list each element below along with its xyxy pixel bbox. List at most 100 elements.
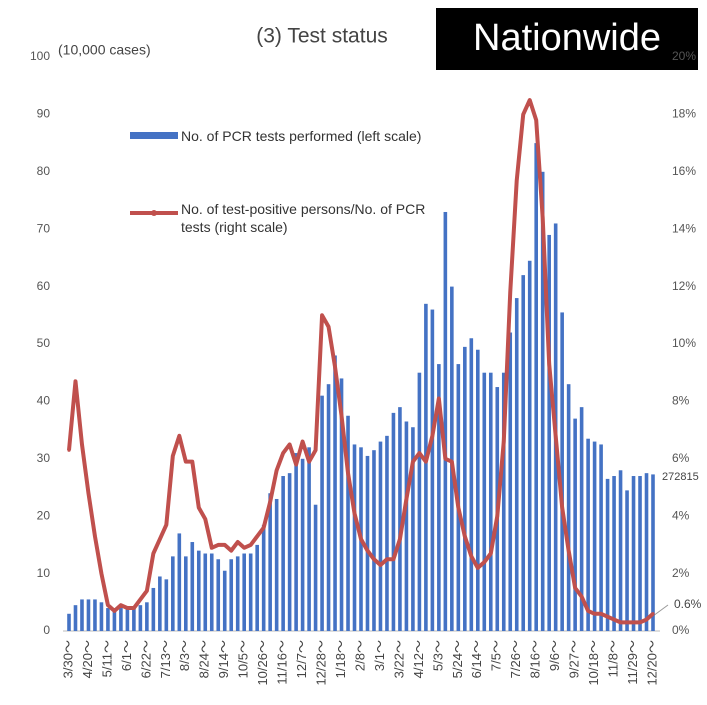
y2-tick-label: 8% — [672, 394, 690, 408]
line-marker — [164, 523, 168, 527]
bar — [450, 286, 454, 631]
x-tick-label: 4/12～ — [411, 640, 426, 678]
annotation: 272815 — [662, 471, 699, 483]
x-tick-label: 5/3～ — [430, 640, 445, 671]
line-marker — [560, 505, 564, 510]
line-marker — [541, 216, 545, 220]
bar — [281, 476, 285, 631]
bar — [268, 493, 272, 631]
legend-marker — [151, 210, 157, 216]
bar — [184, 556, 188, 631]
y2-tick-label: 10% — [672, 336, 696, 350]
bar — [73, 605, 78, 631]
x-tick-label: 1/18～ — [333, 640, 348, 678]
line-marker — [145, 589, 149, 593]
bar — [482, 372, 487, 631]
line-marker — [528, 98, 532, 102]
legend-label: No. of PCR tests performed (left scale) — [181, 128, 422, 144]
y2-tick-label: 6% — [672, 451, 690, 465]
line-marker — [151, 551, 155, 556]
bar — [164, 579, 169, 631]
chart-title: (3) Test status — [256, 25, 388, 48]
bar — [651, 474, 655, 631]
bar — [132, 608, 136, 631]
x-tick-label: 11/29～ — [625, 640, 640, 685]
bar — [365, 455, 370, 631]
bar — [398, 407, 402, 631]
line-marker — [424, 460, 428, 464]
line-marker — [125, 606, 129, 610]
line-marker — [73, 379, 78, 383]
line-marker — [580, 594, 584, 599]
bar — [346, 415, 350, 631]
bar — [514, 298, 519, 631]
bar — [138, 605, 143, 631]
bar — [547, 234, 551, 631]
bar — [248, 553, 253, 631]
bar — [261, 524, 266, 631]
bar — [599, 444, 603, 631]
bar — [488, 372, 493, 631]
line-marker — [391, 557, 396, 561]
bar — [527, 260, 532, 631]
line-marker — [229, 549, 233, 553]
line-marker — [599, 612, 603, 616]
bar — [203, 553, 208, 631]
bar — [644, 473, 649, 631]
y-tick-label: 90 — [37, 107, 51, 121]
bar — [209, 553, 214, 631]
line-marker — [216, 543, 220, 547]
bar — [508, 332, 513, 631]
line-marker — [158, 537, 162, 541]
x-tick-label: 7/26～ — [508, 640, 523, 678]
line-marker — [132, 606, 136, 610]
line-marker — [450, 460, 454, 464]
bar — [411, 427, 415, 631]
line-marker — [515, 178, 519, 183]
bar — [417, 372, 422, 631]
bar — [540, 171, 545, 632]
line-marker — [631, 620, 636, 624]
bar — [125, 608, 130, 631]
line-marker — [346, 471, 350, 475]
bar — [385, 435, 389, 631]
bar — [80, 599, 84, 631]
line-marker — [612, 617, 616, 622]
line-marker — [547, 362, 551, 366]
bar — [274, 498, 279, 631]
bar — [638, 476, 642, 631]
annotation: 0.6% — [674, 597, 702, 611]
bar — [592, 441, 597, 631]
bar — [573, 418, 577, 631]
y-tick-label: 0 — [43, 623, 50, 637]
y2-tick-label: 4% — [672, 508, 690, 522]
line-marker — [112, 609, 117, 613]
bar — [469, 338, 474, 631]
line-marker — [138, 597, 142, 602]
bar — [424, 303, 428, 631]
x-tick-label: 8/24～ — [197, 640, 212, 678]
bar — [378, 441, 383, 631]
bar — [145, 602, 149, 631]
bar — [216, 559, 221, 631]
bar — [158, 576, 162, 631]
bar — [372, 450, 376, 631]
bar — [307, 447, 311, 631]
x-tick-label: 10/5～ — [236, 640, 251, 678]
x-tick-label: 10/18～ — [586, 640, 601, 686]
x-tick-label: 5/11～ — [99, 640, 114, 677]
bar — [391, 412, 396, 631]
bar — [521, 275, 526, 631]
x-tick-label: 11/16～ — [275, 640, 290, 685]
line-marker — [249, 543, 253, 547]
x-tick-label: 12/7～ — [294, 640, 309, 678]
line-marker — [365, 549, 370, 553]
line-marker — [359, 537, 363, 541]
x-tick-label: 2/8～ — [352, 640, 367, 671]
line-marker — [463, 534, 467, 538]
x-tick-label: 4/20～ — [80, 640, 95, 678]
bar — [112, 610, 117, 631]
x-tick-label: 10/26～ — [255, 640, 270, 686]
